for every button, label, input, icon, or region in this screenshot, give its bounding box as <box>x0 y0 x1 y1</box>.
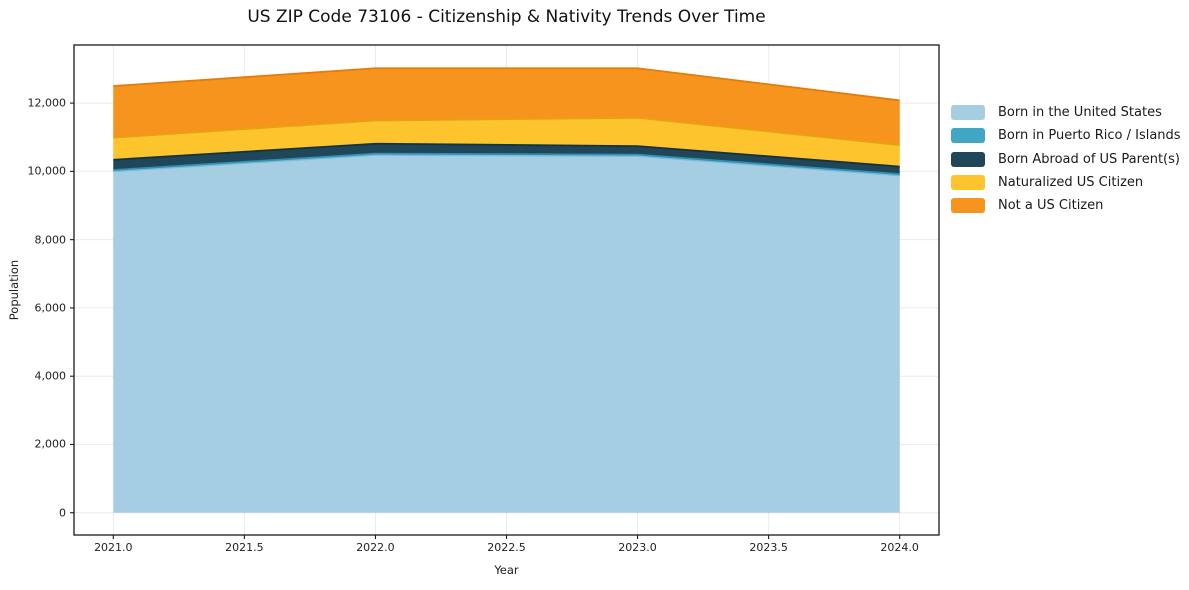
y-tick-label: 4,000 <box>34 369 67 383</box>
legend-item: Not a US Citizen <box>951 194 1181 217</box>
band-edge-line <box>113 142 900 168</box>
x-tick-label: 2022.5 <box>487 541 526 554</box>
area-band-naturalized-us-citizen <box>113 117 900 167</box>
x-tick-label: 2021.5 <box>225 541 264 554</box>
legend-label: Naturalized US Citizen <box>998 175 1144 191</box>
y-tick-label: 6,000 <box>34 301 67 315</box>
legend-label: Born in Puerto Rico / Islands <box>998 128 1181 144</box>
band-edge-line <box>113 67 900 102</box>
y-tick-label: 10,000 <box>27 164 67 178</box>
band-edge-line <box>113 152 900 176</box>
legend-swatch <box>951 151 985 167</box>
legend-label: Born in the United States <box>998 105 1162 121</box>
legend-item: Born in Puerto Rico / Islands <box>951 124 1181 147</box>
y-tick-label: 8,000 <box>34 233 67 247</box>
band-edge-line <box>113 116 900 146</box>
y-tick-label: 12,000 <box>27 96 67 110</box>
chart-title: US ZIP Code 73106 - Citizenship & Nativi… <box>247 7 766 27</box>
y-axis-label: Population <box>7 259 21 321</box>
x-axis-label: Year <box>494 563 519 577</box>
legend-swatch <box>951 105 985 121</box>
legend-swatch <box>951 175 985 191</box>
legend-swatch <box>951 128 985 144</box>
legend-item: Born in the United States <box>951 101 1181 124</box>
x-tick-label: 2023.5 <box>749 541 788 554</box>
legend-item: Naturalized US Citizen <box>951 171 1181 194</box>
x-tick-label: 2023.0 <box>618 541 657 554</box>
legend-label: Born Abroad of US Parent(s) <box>998 151 1180 167</box>
area-band-not-a-us-citizen <box>113 68 900 146</box>
y-tick-label: 0 <box>59 506 66 520</box>
band-edge-line <box>113 154 900 177</box>
area-band-born-in-the-united-states <box>113 154 900 513</box>
x-tick-label: 2022.0 <box>356 541 395 554</box>
legend: Born in the United States Born in Puerto … <box>951 101 1181 217</box>
legend-item: Born Abroad of US Parent(s) <box>951 148 1181 171</box>
legend-swatch <box>951 198 985 214</box>
y-tick-label: 2,000 <box>34 437 67 451</box>
legend-label: Not a US Citizen <box>998 198 1104 214</box>
x-tick-label: 2021.0 <box>94 541 133 554</box>
x-tick-label: 2024.0 <box>880 541 919 554</box>
